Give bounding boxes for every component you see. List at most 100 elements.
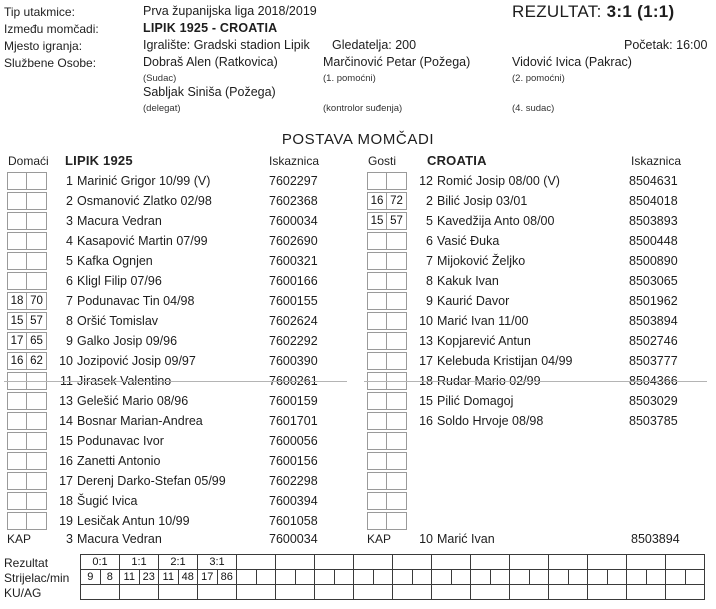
sub-in-box[interactable] xyxy=(367,332,387,350)
sub-minute-box[interactable] xyxy=(387,392,407,410)
sub-minute-box[interactable]: 70 xyxy=(27,292,47,310)
player-row[interactable] xyxy=(367,431,707,451)
kuag-cell[interactable] xyxy=(353,584,393,600)
scorer-number-cell[interactable] xyxy=(353,569,374,585)
result-cell[interactable]: 1:1 xyxy=(119,554,159,570)
result-cell[interactable]: 2:1 xyxy=(158,554,198,570)
sub-minute-box[interactable]: 72 xyxy=(387,192,407,210)
sub-in-box[interactable] xyxy=(7,492,27,510)
sub-in-box[interactable] xyxy=(367,472,387,490)
sub-in-box[interactable]: 17 xyxy=(7,332,27,350)
player-row[interactable]: 5 Kafka Ognjen 7600321 xyxy=(7,251,347,271)
sub-in-box[interactable]: 15 xyxy=(367,212,387,230)
scorer-number-cell[interactable] xyxy=(236,569,257,585)
sub-minute-box[interactable] xyxy=(27,432,47,450)
sub-in-box[interactable] xyxy=(367,232,387,250)
result-cell[interactable] xyxy=(392,554,432,570)
result-cell[interactable] xyxy=(275,554,315,570)
sub-minute-box[interactable] xyxy=(387,472,407,490)
sub-minute-box[interactable] xyxy=(27,272,47,290)
scorer-number-cell[interactable]: 11 xyxy=(158,569,179,585)
sub-minute-box[interactable] xyxy=(387,452,407,470)
player-row[interactable]: 16 72 2 Bilić Josip 03/01 8504018 xyxy=(367,191,707,211)
sub-minute-box[interactable] xyxy=(27,472,47,490)
kuag-cell[interactable] xyxy=(626,584,666,600)
kuag-cell[interactable] xyxy=(197,584,237,600)
player-row[interactable]: 19 Lesičak Antun 10/99 7601058 xyxy=(7,511,347,531)
player-row[interactable]: 6 Vasić Đuka 8500448 xyxy=(367,231,707,251)
player-row[interactable]: 15 Podunavac Ivor 7600056 xyxy=(7,431,347,451)
sub-in-box[interactable] xyxy=(7,172,27,190)
scorer-number-cell[interactable] xyxy=(314,569,335,585)
sub-in-box[interactable] xyxy=(367,352,387,370)
sub-minute-box[interactable] xyxy=(27,192,47,210)
sub-in-box[interactable] xyxy=(367,292,387,310)
kuag-cell[interactable] xyxy=(158,584,198,600)
scorer-minute-cell[interactable] xyxy=(606,569,627,585)
result-cell[interactable] xyxy=(236,554,276,570)
sub-in-box[interactable] xyxy=(367,412,387,430)
sub-minute-box[interactable] xyxy=(387,172,407,190)
sub-minute-box[interactable] xyxy=(387,252,407,270)
player-row[interactable]: 9 Kaurić Davor 8501962 xyxy=(367,291,707,311)
scorer-number-cell[interactable] xyxy=(548,569,569,585)
player-row[interactable]: 13 Gelešić Mario 08/96 7600159 xyxy=(7,391,347,411)
scorer-minute-cell[interactable] xyxy=(528,569,549,585)
player-row[interactable]: 15 Pilić Domagoj 8503029 xyxy=(367,391,707,411)
sub-minute-box[interactable] xyxy=(387,312,407,330)
kuag-cell[interactable] xyxy=(275,584,315,600)
result-cell[interactable] xyxy=(626,554,666,570)
kuag-cell[interactable] xyxy=(314,584,354,600)
scorer-minute-cell[interactable]: 48 xyxy=(177,569,198,585)
player-row[interactable]: 8 Kakuk Ivan 8503065 xyxy=(367,271,707,291)
result-cell[interactable] xyxy=(587,554,627,570)
scorer-number-cell[interactable]: 9 xyxy=(80,569,101,585)
kuag-cell[interactable] xyxy=(236,584,276,600)
result-cell[interactable] xyxy=(548,554,588,570)
scorer-minute-cell[interactable] xyxy=(489,569,510,585)
scorer-minute-cell[interactable] xyxy=(333,569,354,585)
sub-minute-box[interactable] xyxy=(387,492,407,510)
sub-minute-box[interactable] xyxy=(387,232,407,250)
sub-minute-box[interactable] xyxy=(27,412,47,430)
sub-minute-box[interactable] xyxy=(27,452,47,470)
player-row[interactable]: 1 Marinić Grigor 10/99 (V) 7602297 xyxy=(7,171,347,191)
sub-minute-box[interactable] xyxy=(27,232,47,250)
kuag-cell[interactable] xyxy=(119,584,159,600)
player-row[interactable]: 16 Soldo Hrvoje 08/98 8503785 xyxy=(367,411,707,431)
sub-minute-box[interactable] xyxy=(387,352,407,370)
scorer-number-cell[interactable] xyxy=(587,569,608,585)
player-row[interactable] xyxy=(367,491,707,511)
sub-minute-box[interactable] xyxy=(387,432,407,450)
sub-minute-box[interactable] xyxy=(387,272,407,290)
sub-minute-box[interactable] xyxy=(387,512,407,530)
scorer-minute-cell[interactable] xyxy=(255,569,276,585)
sub-in-box[interactable] xyxy=(367,432,387,450)
sub-in-box[interactable] xyxy=(7,272,27,290)
sub-in-box[interactable] xyxy=(7,192,27,210)
scorer-number-cell[interactable] xyxy=(509,569,530,585)
kuag-cell[interactable] xyxy=(470,584,510,600)
player-row[interactable] xyxy=(367,511,707,531)
sub-in-box[interactable] xyxy=(367,392,387,410)
sub-minute-box[interactable] xyxy=(27,252,47,270)
player-row[interactable]: 13 Kopjarević Antun 8502746 xyxy=(367,331,707,351)
result-cell[interactable]: 3:1 xyxy=(197,554,237,570)
player-row[interactable]: 18 Šugić Ivica 7600394 xyxy=(7,491,347,511)
scorer-minute-cell[interactable] xyxy=(294,569,315,585)
sub-minute-box[interactable] xyxy=(27,492,47,510)
sub-minute-box[interactable]: 57 xyxy=(387,212,407,230)
scorer-minute-cell[interactable] xyxy=(372,569,393,585)
sub-minute-box[interactable]: 62 xyxy=(27,352,47,370)
kuag-cell[interactable] xyxy=(665,584,705,600)
scorer-minute-cell[interactable] xyxy=(450,569,471,585)
player-row[interactable] xyxy=(367,451,707,471)
player-row[interactable]: 16 Zanetti Antonio 7600156 xyxy=(7,451,347,471)
sub-minute-box[interactable]: 65 xyxy=(27,332,47,350)
player-row[interactable]: 15 57 5 Kavedžija Anto 08/00 8503893 xyxy=(367,211,707,231)
result-cell[interactable] xyxy=(353,554,393,570)
scorer-minute-cell[interactable] xyxy=(411,569,432,585)
kuag-cell[interactable] xyxy=(587,584,627,600)
sub-in-box[interactable] xyxy=(7,392,27,410)
result-cell[interactable] xyxy=(431,554,471,570)
